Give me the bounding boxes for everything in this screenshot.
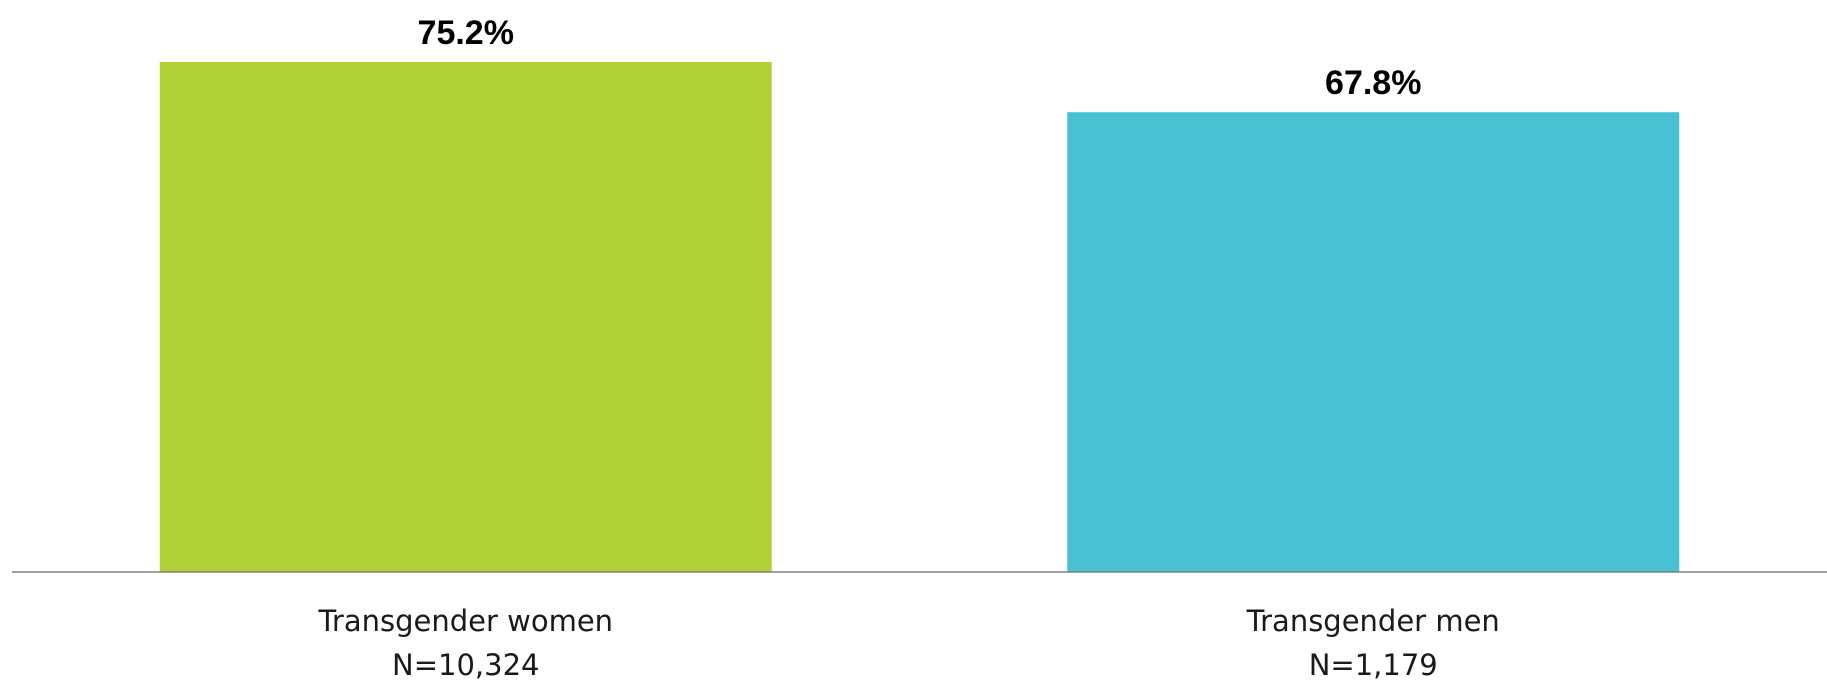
- labels-layer: 75.2% Transgender women N=10,324 67.8% Trans…: [317, 14, 1499, 682]
- data-label-1: 67.8%: [1325, 64, 1421, 102]
- bars-layer: [159, 62, 1680, 573]
- data-label-0: 75.2%: [418, 14, 514, 52]
- category-label-1: Transgender men: [1246, 604, 1500, 638]
- bar-1: [1067, 112, 1680, 573]
- sample-size-label-1: N=1,179: [1309, 648, 1438, 682]
- sample-size-label-0: N=10,324: [392, 648, 539, 682]
- bar-0: [159, 62, 772, 572]
- category-label-0: Transgender women: [317, 604, 613, 638]
